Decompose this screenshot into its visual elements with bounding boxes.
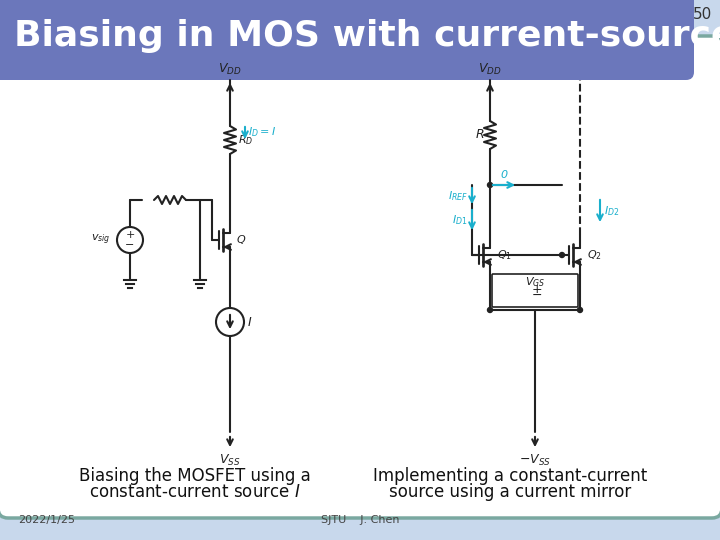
Text: SJTU    J. Chen: SJTU J. Chen [320, 515, 400, 525]
Text: $I_{D2}$: $I_{D2}$ [604, 204, 619, 218]
Text: $V_{GS}$: $V_{GS}$ [525, 275, 545, 289]
Text: Implementing a constant-current: Implementing a constant-current [373, 467, 647, 485]
Text: $R_D$: $R_D$ [238, 133, 253, 147]
Text: Q: Q [237, 235, 246, 245]
Text: $V_{SS}$: $V_{SS}$ [220, 453, 240, 468]
Circle shape [577, 307, 582, 313]
Bar [0, 0, 20, 72]
Text: −: − [532, 289, 542, 302]
Text: $I_{REF}$: $I_{REF}$ [448, 189, 468, 203]
Text: $I_D = I$: $I_D = I$ [248, 125, 276, 139]
FancyBboxPatch shape [0, 36, 720, 518]
Circle shape [487, 307, 492, 313]
Text: $V_{DD}$: $V_{DD}$ [478, 62, 502, 77]
Text: 2022/1/25: 2022/1/25 [18, 515, 75, 525]
Text: I: I [248, 315, 252, 328]
Text: +: + [531, 283, 542, 296]
Bar [0, 36, 686, 72]
Text: $v_{sig}$: $v_{sig}$ [91, 233, 110, 247]
Text: Biasing in MOS with current-source: Biasing in MOS with current-source [14, 19, 720, 53]
Circle shape [559, 253, 564, 258]
Text: constant-current source $I$: constant-current source $I$ [89, 483, 301, 501]
Text: 0: 0 [500, 170, 508, 180]
FancyBboxPatch shape [0, 0, 694, 80]
Text: $I_{D1}$: $I_{D1}$ [452, 213, 468, 227]
Text: $Q_1$: $Q_1$ [497, 248, 512, 262]
Text: $-V_{SS}$: $-V_{SS}$ [519, 453, 551, 468]
Text: source using a current mirror: source using a current mirror [389, 483, 631, 501]
Text: $V_{DD}$: $V_{DD}$ [218, 62, 242, 77]
Text: Biasing the MOSFET using a: Biasing the MOSFET using a [79, 467, 311, 485]
Text: +: + [125, 230, 135, 240]
Circle shape [487, 183, 492, 187]
Text: R: R [476, 129, 485, 141]
Text: $Q_2$: $Q_2$ [587, 248, 602, 262]
Text: 50: 50 [693, 7, 712, 22]
Text: −: − [125, 240, 135, 250]
